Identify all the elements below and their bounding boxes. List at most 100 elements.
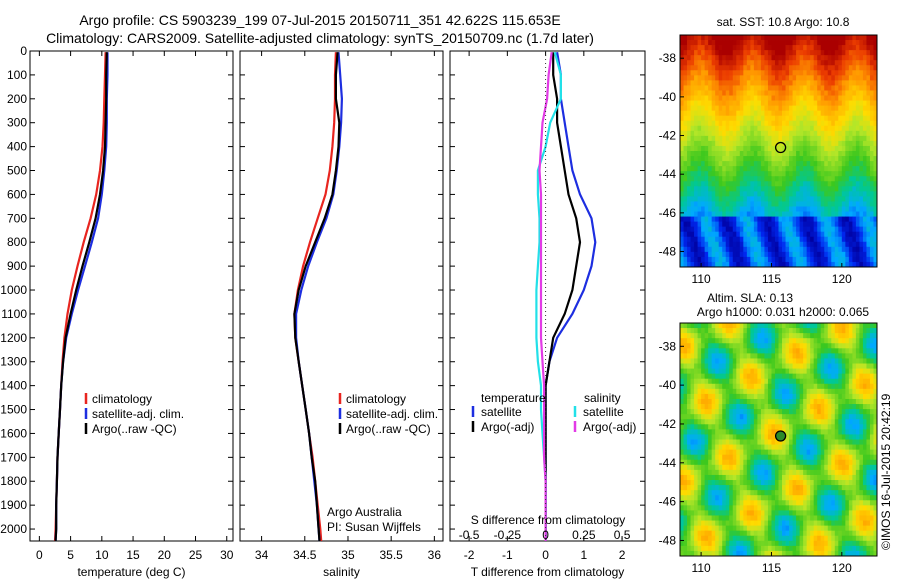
map-cell [760,383,765,390]
map-cell [817,383,822,390]
map-cell [753,505,758,511]
map-cell [743,110,748,117]
x-tick-label-difference: -1 [502,548,513,562]
map-cell [722,65,727,71]
map-cell [778,75,783,81]
map-cell [729,80,734,86]
map-cell [750,429,755,435]
map-cell [715,110,720,117]
map-cell [690,500,695,506]
map-cell [873,323,878,329]
map-cell [827,251,832,258]
map-cell [680,505,684,511]
map-cell [687,515,691,521]
map-cell [862,393,867,400]
map-cell [701,156,706,162]
map-cell [841,211,846,217]
map-cell [799,55,804,61]
map-cell [764,500,769,506]
map-cell [806,140,811,147]
map-cell [739,231,744,238]
map-cell [722,353,727,359]
map-cell [869,70,874,76]
map-cell [859,181,864,187]
map-cell [690,60,695,66]
map-cell [687,343,691,349]
map-cell [785,156,790,162]
map-cell [785,398,790,405]
map-cell [774,211,779,217]
map-cell [820,45,825,51]
map-cell [767,151,772,157]
map-cell [715,45,720,51]
map-cell [687,449,691,456]
map-cell [869,206,874,212]
map-cell [866,171,871,177]
map-cell [782,186,786,192]
map-cell [824,251,829,258]
map-cell [855,490,860,496]
map-cell [757,90,762,96]
map-cell [869,110,874,117]
map-cell [831,388,836,395]
map-cell [701,80,706,86]
map-cell [827,419,832,425]
map-cell [834,256,839,263]
map-cell [729,100,734,107]
map-cell [827,434,832,440]
map-cell [803,166,808,172]
map-cell [803,161,808,167]
map-cell [743,196,748,202]
map-cell [866,140,871,147]
map-cell [704,75,709,81]
map-cell [687,323,691,329]
map-cell [764,40,769,46]
map-cell [764,353,769,359]
map-cell [764,206,769,212]
map-cell [824,414,829,420]
map-cell [757,236,762,243]
map-cell [694,404,698,410]
map-cell [810,424,815,430]
map-cell [866,80,871,86]
map-cell [680,363,684,369]
map-cell [799,500,804,506]
map-cell [855,378,860,385]
map-cell [831,469,836,476]
map-cell [694,368,698,375]
map-cell [841,343,846,349]
map-cell [764,135,769,142]
map-cell [708,251,713,258]
map-cell [782,363,786,369]
map-cell [694,211,698,217]
map-cell [803,378,808,385]
map-cell [855,50,860,56]
map-cell [855,454,860,461]
map-cell [848,186,853,192]
map-cell [739,115,744,122]
map-cell [753,35,758,41]
map-cell [806,145,811,152]
map-cell [824,85,829,91]
map-cell [774,236,779,243]
map-cell [750,75,755,81]
map-cell [739,434,744,440]
map-cell [820,454,825,461]
map-cell [764,246,769,253]
map-cell [697,419,702,425]
map-cell [690,231,695,238]
map-cell [718,323,723,329]
map-cell [774,348,779,354]
map-cell [803,353,808,359]
map-cell [796,485,801,491]
map-cell [687,414,691,420]
map-cell [771,414,776,420]
map-cell [803,125,808,132]
map-cell [753,151,758,157]
map-cell [838,414,843,420]
map-cell [785,323,790,329]
map-cell [694,161,698,167]
map-cell [708,35,713,41]
map-cell [750,55,755,61]
map-cell [841,328,846,334]
